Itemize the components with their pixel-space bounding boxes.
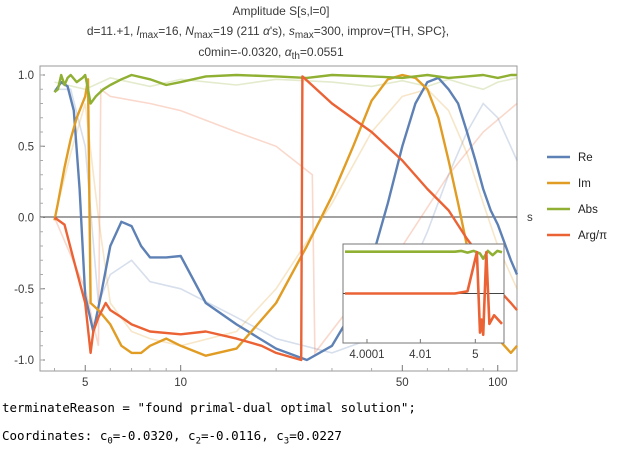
x-tick-label: 5 [82, 377, 88, 389]
coordinates-line: Coordinates: c0=-0.0320, c2=-0.0116, c3=… [2, 428, 342, 447]
series-line-re [53, 76, 519, 362]
ghost-series-line-3 [53, 87, 518, 356]
x-ticks: 5 10 50 100 [54, 365, 507, 389]
legend-label-re: Re [578, 152, 593, 164]
ghost-series-line-2 [54, 77, 518, 91]
x-tick-label: 100 [488, 377, 507, 389]
y-tick-label: -1.0 [14, 355, 34, 367]
coords-prefix: Coordinates: c [2, 428, 108, 443]
series-line-arg [53, 75, 518, 362]
inset-x-ticks: 4.0001 4.01 5 [349, 339, 479, 361]
legend-label-im: Im [578, 178, 591, 190]
inset-x-tick-label: 4.0001 [349, 349, 384, 361]
legend-label-abs: Abs [578, 204, 598, 216]
x-axis-label: s [527, 212, 533, 224]
c3-subscript: 3 [283, 436, 290, 447]
y-tick-label: 1.0 [18, 70, 34, 82]
c3-value: =0.0227 [289, 428, 342, 443]
c0-subscript: 0 [107, 436, 113, 447]
inset-x-tick-label: 4.01 [409, 349, 431, 361]
x-tick-label: 50 [396, 377, 409, 389]
terminate-reason-line: terminateReason = "found primal-dual opt… [2, 400, 416, 415]
plot-frame [39, 65, 518, 372]
inset-series-line-arg [345, 250, 503, 337]
series-line-abs [53, 73, 517, 105]
amplitude-chart: Amplitude S[s,l=0] d=11.+1, lmax=16, Nma… [14, 4, 607, 389]
inset-series-layer [343, 249, 504, 337]
legend: Re Im Abs Arg/π [547, 152, 607, 242]
chart-subtitle-line-2: c0min=-0.0320, αth=0.0551 [198, 45, 344, 62]
chart-subtitle-line-1: d=11.+1, lmax=16, Nmax=19 (211 α's), sma… [87, 24, 449, 41]
c2-subscript: 2 [195, 436, 201, 447]
c0-value: =-0.0320, c [112, 428, 196, 443]
inset-plot: 4.0001 4.01 5 [342, 243, 505, 361]
y-tick-label: -0.5 [14, 284, 34, 296]
c2-value: =-0.0116, c [201, 428, 284, 443]
chart-title: Amplitude S[s,l=0] [232, 4, 329, 18]
series-layer [53, 73, 519, 362]
inset-x-tick-label: 5 [472, 349, 478, 361]
x-tick-label: 10 [174, 377, 187, 389]
y-tick-label: 0.5 [18, 141, 34, 153]
y-ticks: 1.0 0.5 0.0 -0.5 -1.0 [14, 70, 45, 367]
y-tick-label: 0.0 [18, 213, 34, 225]
legend-label-arg: Arg/π [578, 230, 607, 242]
ghost-series-line-1 [53, 88, 518, 347]
